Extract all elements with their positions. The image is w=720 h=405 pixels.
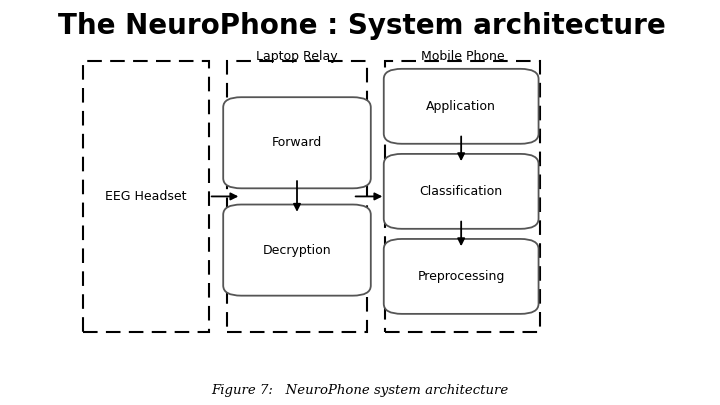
FancyBboxPatch shape (223, 97, 371, 188)
FancyBboxPatch shape (384, 239, 539, 314)
FancyBboxPatch shape (227, 61, 367, 332)
FancyBboxPatch shape (384, 154, 539, 229)
Text: Laptop Relay: Laptop Relay (256, 50, 338, 63)
Text: Forward: Forward (272, 136, 322, 149)
FancyBboxPatch shape (385, 61, 540, 332)
Text: Decryption: Decryption (263, 243, 331, 257)
Text: Preprocessing: Preprocessing (418, 270, 505, 283)
FancyBboxPatch shape (223, 205, 371, 296)
Text: Figure 7:   NeuroPhone system architecture: Figure 7: NeuroPhone system architecture (212, 384, 508, 397)
FancyBboxPatch shape (83, 61, 209, 332)
Text: EEG Headset: EEG Headset (105, 190, 186, 203)
FancyBboxPatch shape (384, 69, 539, 144)
Text: Mobile Phone: Mobile Phone (420, 50, 505, 63)
Text: Application: Application (426, 100, 496, 113)
Text: The NeuroPhone : System architecture: The NeuroPhone : System architecture (58, 12, 665, 40)
Text: Classification: Classification (420, 185, 503, 198)
